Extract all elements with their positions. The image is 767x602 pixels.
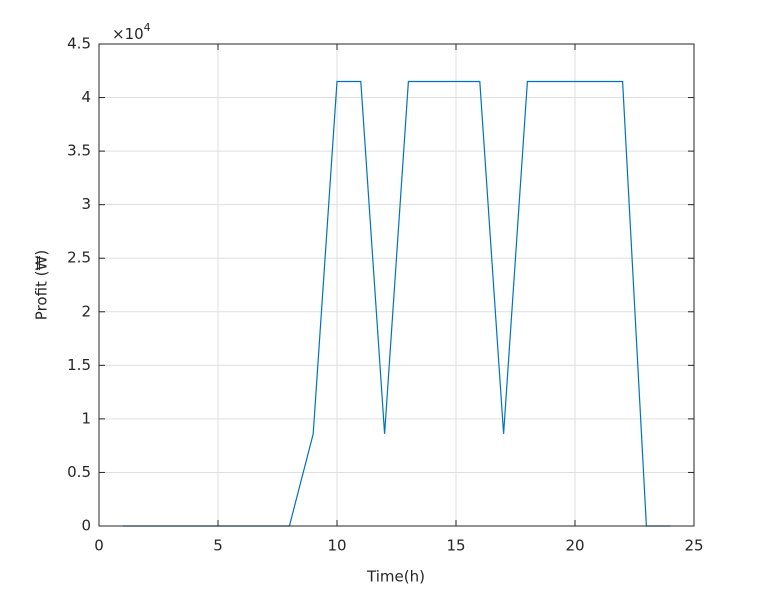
plot-area <box>99 44 694 526</box>
y-tick-label: 2 <box>81 302 91 320</box>
y-multiplier: ×104 <box>112 21 151 43</box>
x-tick-label: 20 <box>565 537 584 555</box>
x-tick-label: 5 <box>213 537 223 555</box>
y-multiplier-exponent: 4 <box>144 21 151 34</box>
x-tick-label: 10 <box>327 537 346 555</box>
y-axis-label: Profit (₩) <box>33 250 51 320</box>
y-tick-label: 2.5 <box>67 249 91 267</box>
x-tick-label: 0 <box>94 537 104 555</box>
x-tick-label: 25 <box>684 537 703 555</box>
y-tick-label: 1 <box>81 409 91 427</box>
y-tick-label: 0 <box>81 517 91 535</box>
y-tick-label: 1.5 <box>67 356 91 374</box>
x-axis-label: Time(h) <box>366 568 425 586</box>
y-multiplier-base: ×10 <box>112 25 144 43</box>
y-tick-label: 4.5 <box>67 35 91 53</box>
y-tick-label: 3.5 <box>67 142 91 160</box>
y-tick-label: 4 <box>81 88 91 106</box>
x-tick-label: 15 <box>446 537 465 555</box>
y-tick-label: 0.5 <box>67 463 91 481</box>
y-tick-label: 3 <box>81 195 91 213</box>
axes-box <box>98 43 695 527</box>
